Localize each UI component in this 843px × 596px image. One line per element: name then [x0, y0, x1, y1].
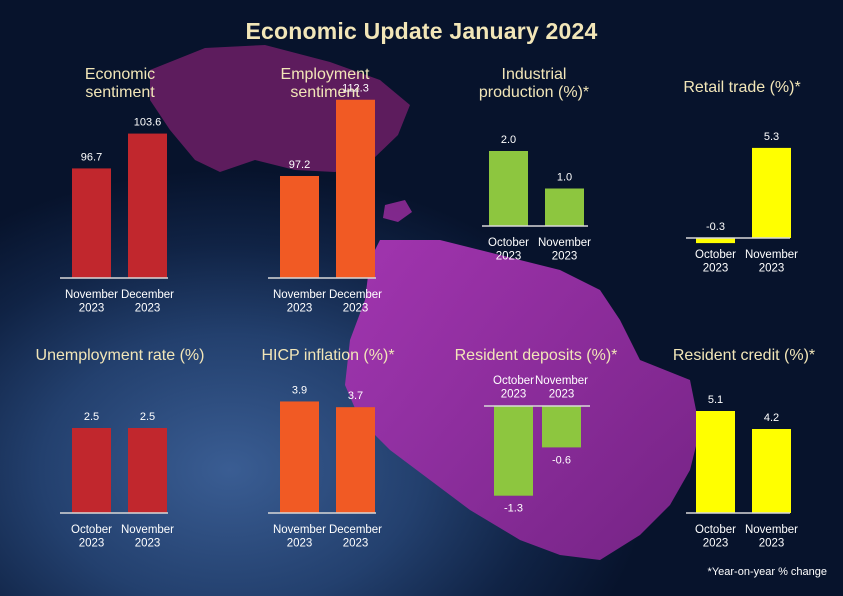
value-label-4-0: 2.5 [84, 411, 99, 423]
category-label-4-0: October 2023 [71, 524, 112, 550]
bar-5-0 [280, 401, 319, 513]
value-label-2-1: 1.0 [557, 172, 572, 184]
category-label-5-1: December 2023 [329, 524, 382, 550]
value-label-1-1: 112.3 [342, 83, 369, 95]
value-label-3-1: 5.3 [764, 131, 779, 143]
malta-island-shape [345, 240, 700, 560]
chart-title-1: Employment sentiment [281, 66, 370, 101]
bar-2-0 [489, 151, 528, 226]
category-label-6-1: November 2023 [535, 375, 588, 401]
value-label-5-1: 3.7 [348, 390, 363, 402]
chart-title-7: Resident credit (%)* [673, 347, 815, 364]
category-label-1-0: November 2023 [273, 289, 326, 315]
category-label-2-1: November 2023 [538, 237, 591, 263]
value-label-5-0: 3.9 [292, 384, 307, 396]
chart-title-5: HICP inflation (%)* [261, 347, 394, 364]
bar-3-0 [696, 238, 735, 244]
bar-2-1 [545, 188, 584, 226]
chart-title-4: Unemployment rate (%) [36, 347, 205, 364]
comino-island-shape [383, 200, 412, 222]
category-label-7-0: October 2023 [695, 524, 736, 550]
value-label-0-1: 103.6 [134, 117, 162, 129]
value-label-6-1: -0.6 [552, 454, 571, 466]
bar-7-1 [752, 429, 791, 513]
category-label-0-1: December 2023 [121, 289, 174, 315]
category-label-4-1: November 2023 [121, 524, 174, 550]
chart-title-3: Retail trade (%)* [683, 79, 800, 96]
bar-7-0 [696, 411, 735, 513]
value-label-4-1: 2.5 [140, 411, 155, 423]
category-label-7-1: November 2023 [745, 524, 798, 550]
category-label-2-0: October 2023 [488, 237, 529, 263]
page-title: Economic Update January 2024 [245, 18, 598, 44]
bar-4-0 [72, 428, 111, 513]
category-label-6-0: October 2023 [493, 375, 534, 401]
category-label-1-1: December 2023 [329, 289, 382, 315]
chart-title-6: Resident deposits (%)* [455, 347, 618, 364]
value-label-7-0: 5.1 [708, 394, 723, 406]
bar-1-0 [280, 175, 319, 278]
chart-title-2: Industrial production (%)* [479, 66, 589, 101]
footnote: *Year-on-year % change [707, 566, 827, 578]
category-label-3-0: October 2023 [695, 249, 736, 275]
bar-5-1 [336, 407, 375, 513]
value-label-6-0: -1.3 [504, 503, 523, 515]
bar-6-0 [494, 406, 533, 496]
bar-6-1 [542, 406, 581, 448]
value-label-3-0: -0.3 [706, 221, 725, 233]
category-label-5-0: November 2023 [273, 524, 326, 550]
value-label-1-0: 97.2 [289, 159, 310, 171]
bar-4-1 [128, 428, 167, 513]
chart-title-0: Economic sentiment [85, 66, 155, 101]
category-label-0-0: November 2023 [65, 289, 118, 315]
bar-1-1 [336, 99, 375, 278]
value-label-7-1: 4.2 [764, 412, 779, 424]
bar-0-0 [72, 168, 111, 278]
category-label-3-1: November 2023 [745, 249, 798, 275]
bar-0-1 [128, 133, 167, 278]
value-label-2-0: 2.0 [501, 134, 516, 146]
bar-3-1 [752, 147, 791, 238]
value-label-0-0: 96.7 [81, 151, 102, 163]
